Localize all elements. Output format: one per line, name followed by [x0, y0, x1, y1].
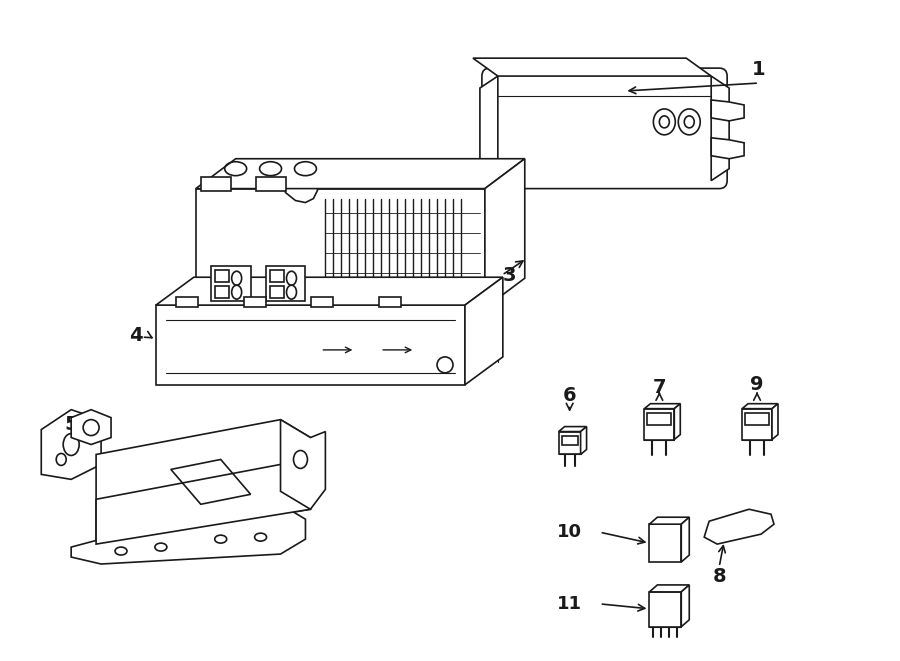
Polygon shape — [196, 159, 525, 188]
Bar — [379, 297, 401, 307]
Polygon shape — [681, 585, 689, 627]
Text: 10: 10 — [557, 523, 582, 541]
Bar — [201, 176, 230, 190]
Bar — [176, 297, 198, 307]
Polygon shape — [772, 404, 778, 440]
FancyBboxPatch shape — [482, 68, 727, 188]
Polygon shape — [71, 504, 305, 564]
Polygon shape — [156, 277, 503, 305]
Text: 11: 11 — [557, 595, 582, 613]
Text: 8: 8 — [713, 567, 726, 586]
Polygon shape — [96, 465, 310, 544]
Bar — [215, 270, 229, 282]
Polygon shape — [711, 76, 729, 180]
Polygon shape — [284, 166, 318, 202]
Text: 3: 3 — [503, 266, 517, 285]
Polygon shape — [41, 410, 101, 479]
Polygon shape — [742, 404, 778, 408]
Text: 9: 9 — [751, 375, 764, 394]
Text: 7: 7 — [652, 378, 666, 397]
Polygon shape — [96, 420, 310, 544]
Text: 6: 6 — [562, 386, 576, 405]
Bar — [562, 436, 578, 444]
Text: 1: 1 — [752, 59, 766, 79]
Polygon shape — [472, 58, 711, 76]
Bar — [650, 524, 681, 562]
Polygon shape — [480, 76, 498, 180]
Polygon shape — [485, 159, 525, 308]
Bar — [745, 412, 769, 424]
Text: 4: 4 — [130, 327, 143, 346]
Polygon shape — [650, 585, 689, 592]
Bar — [211, 266, 250, 301]
Polygon shape — [644, 404, 680, 408]
Bar — [244, 297, 266, 307]
Bar — [266, 266, 305, 301]
Bar — [270, 286, 284, 298]
Bar — [742, 408, 772, 440]
Polygon shape — [711, 137, 744, 159]
Bar — [156, 305, 465, 385]
Bar — [650, 592, 681, 627]
Bar — [311, 297, 333, 307]
Bar — [215, 286, 229, 298]
Polygon shape — [704, 509, 774, 544]
Polygon shape — [465, 277, 503, 385]
Text: 2: 2 — [220, 167, 233, 186]
Bar — [647, 412, 671, 424]
Bar — [256, 176, 285, 190]
Text: 5: 5 — [65, 415, 78, 434]
Polygon shape — [580, 426, 587, 455]
Polygon shape — [711, 100, 744, 121]
Polygon shape — [71, 410, 111, 444]
Bar — [270, 270, 284, 282]
Bar — [644, 408, 674, 440]
Bar — [196, 188, 485, 308]
Polygon shape — [681, 517, 689, 562]
Polygon shape — [559, 426, 587, 432]
Polygon shape — [281, 420, 326, 509]
Bar — [559, 432, 580, 455]
Polygon shape — [650, 517, 689, 524]
Polygon shape — [674, 404, 680, 440]
